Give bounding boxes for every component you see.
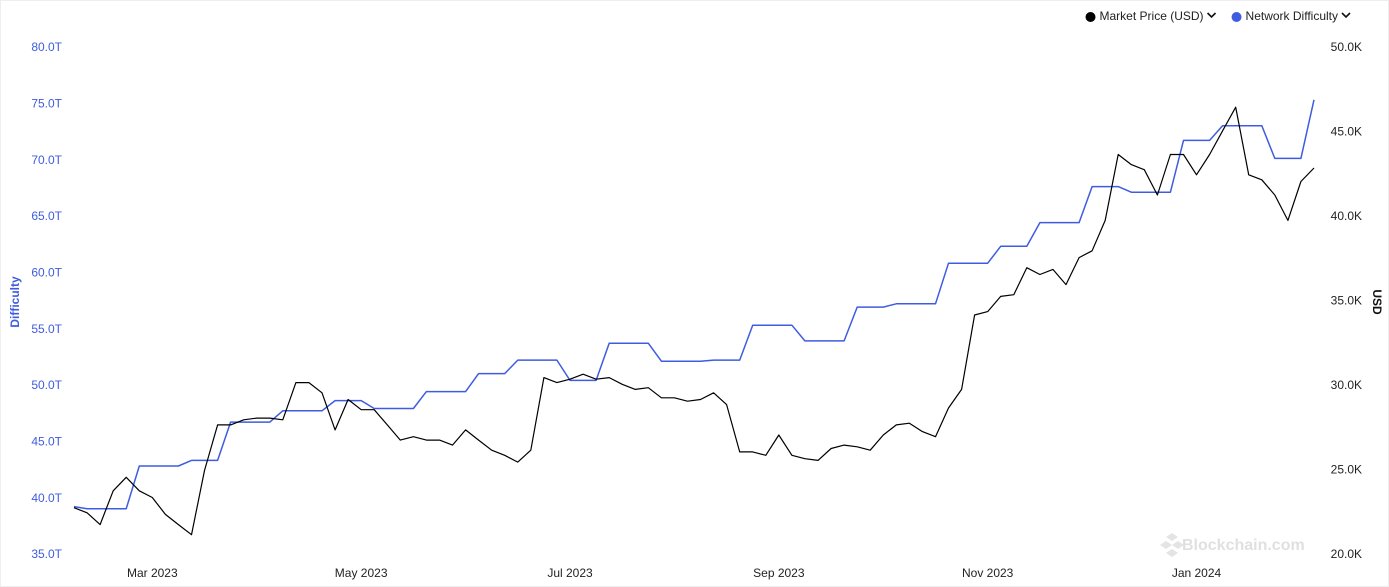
y-tick-label: 60.0T [31,266,62,280]
x-tick-label: Jan 2024 [1172,566,1222,580]
legend-marker [1231,12,1242,22]
series-line [73,99,1315,510]
legend-item[interactable]: Market Price (USD) [1085,9,1217,23]
y2-tick-label: 35.0K [1331,294,1362,308]
legend-marker [1085,12,1096,22]
watermark-icon [1160,533,1184,557]
x-tick-label: Jul 2023 [547,566,593,580]
y2-tick-label: 20.0K [1331,547,1362,561]
y2-tick-label: 40.0K [1331,209,1362,223]
y-tick-label: 45.0T [31,435,62,449]
y2-tick-label: 50.0K [1331,40,1362,54]
legend-chevron [1206,12,1217,19]
legend-label: Network Difficulty [1246,9,1338,23]
y-tick-label: 70.0T [31,153,62,167]
legend-label: Market Price (USD) [1100,9,1204,23]
y-tick-label: 80.0T [31,40,62,54]
y2-tick-label: 25.0K [1331,463,1362,477]
watermark: Blockchain.com [1160,533,1305,557]
y-tick-label: 75.0T [31,97,62,111]
x-tick-label: Sep 2023 [753,566,805,580]
legend-chevron [1341,12,1351,19]
watermark-text: Blockchain.com [1182,537,1305,554]
x-tick-label: May 2023 [335,566,388,580]
y-tick-label: 40.0T [31,491,62,505]
y2-axis-title: USD [1370,289,1384,315]
series-line [73,106,1315,536]
y-tick-label: 55.0T [31,322,62,336]
y-tick-label: 50.0T [31,378,62,392]
y2-tick-label: 30.0K [1331,378,1362,392]
y-tick-label: 65.0T [31,209,62,223]
legend: Market Price (USD) Network Difficulty [1085,9,1351,23]
y2-tick-label: 45.0K [1331,125,1362,139]
y-axis-title: Difficulty [8,276,22,328]
x-tick-label: Mar 2023 [127,566,178,580]
legend-item[interactable]: Network Difficulty [1231,9,1351,23]
y-tick-label: 35.0T [31,547,62,561]
x-tick-label: Nov 2023 [962,566,1014,580]
